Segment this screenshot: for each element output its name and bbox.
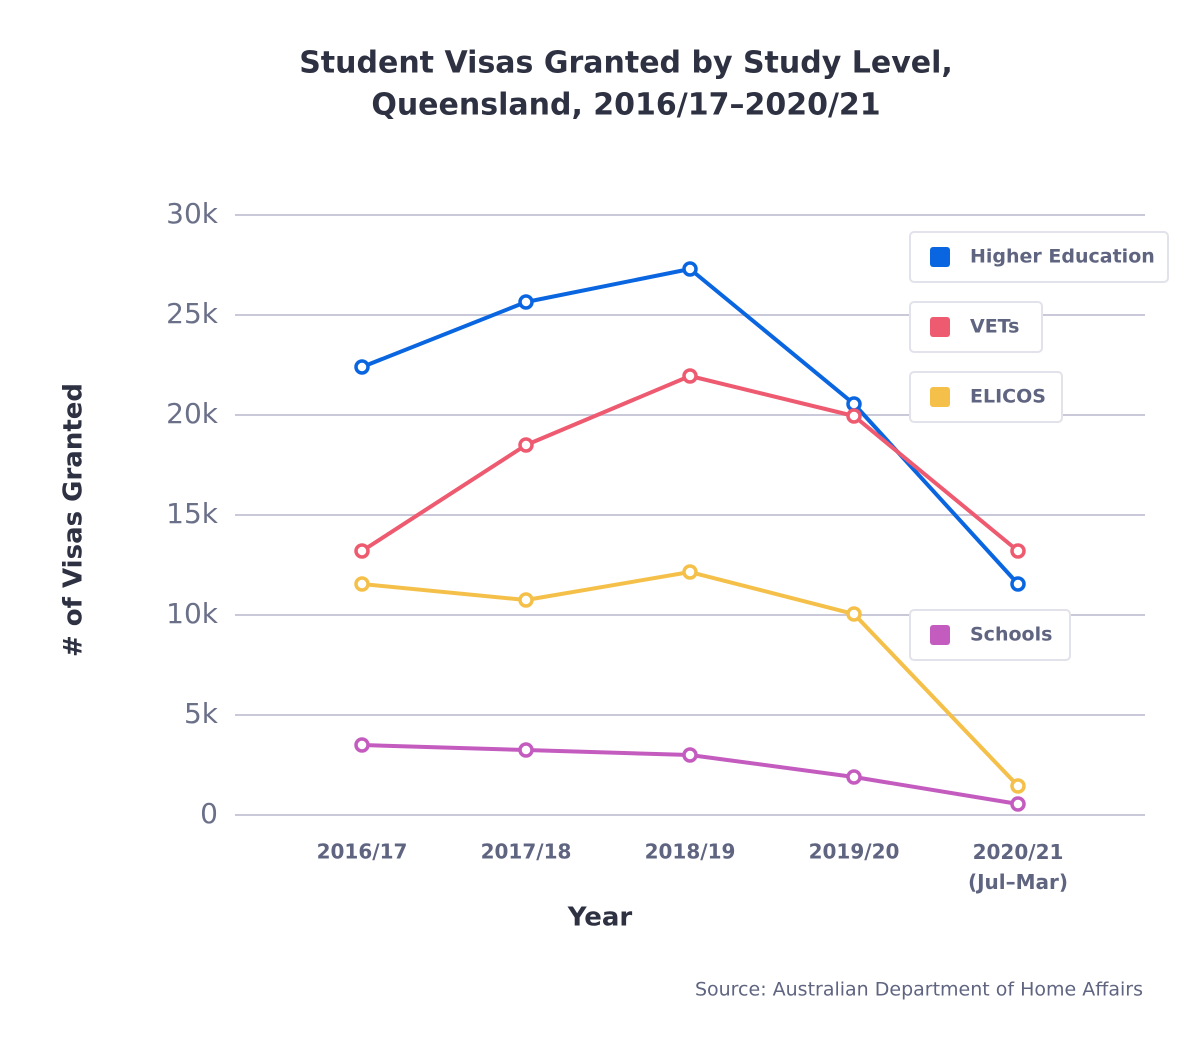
marker — [518, 592, 534, 608]
legend-label: VETs — [970, 316, 1019, 338]
marker — [846, 769, 862, 785]
marker — [682, 747, 698, 763]
marker — [354, 737, 370, 753]
legend-item: VETs — [909, 301, 1043, 353]
legend-box — [909, 371, 1063, 423]
legend-swatch — [930, 317, 950, 337]
marker — [682, 368, 698, 384]
y-tick-label: 25k — [166, 297, 219, 330]
x-tick-label: 2017/18 — [481, 840, 572, 864]
x-tick-label: 2019/20 — [809, 840, 900, 864]
legend-swatch — [930, 387, 950, 407]
y-tick-label: 30k — [166, 197, 219, 230]
legend-item: ELICOS — [909, 371, 1063, 423]
y-axis-label: # of Visas Granted — [59, 383, 89, 657]
marker — [354, 543, 370, 559]
legend-swatch — [930, 247, 950, 267]
legend-box — [909, 609, 1071, 661]
chart-title: Student Visas Granted by Study Level, — [299, 46, 953, 81]
legend-item: Higher Education — [909, 231, 1169, 283]
legend-label: Higher Education — [970, 246, 1155, 268]
marker — [1010, 796, 1026, 812]
marker — [354, 359, 370, 375]
marker — [682, 261, 698, 277]
source: Source: Australian Department of Home Af… — [695, 979, 1143, 1001]
marker — [1010, 778, 1026, 794]
y-tick-label: 20k — [166, 397, 219, 430]
marker — [518, 742, 534, 758]
x-tick-label: 2018/19 — [645, 840, 736, 864]
marker — [1010, 543, 1026, 559]
chart-subtitle: Queensland, 2016/17–2020/21 — [371, 88, 880, 123]
y-tick-label: 0 — [200, 797, 218, 830]
legend-label: ELICOS — [970, 386, 1046, 408]
legend-label: Schools — [970, 624, 1052, 646]
marker — [518, 294, 534, 310]
marker — [846, 606, 862, 622]
legend-item: Schools — [909, 609, 1071, 661]
x-tick-label: 2016/17 — [317, 840, 408, 864]
marker — [682, 564, 698, 580]
x-tick-label: 2020/21 (Jul–Mar) — [968, 840, 1068, 894]
legend-swatch — [930, 625, 950, 645]
y-tick-label: 15k — [166, 497, 219, 530]
marker — [354, 576, 370, 592]
marker — [846, 408, 862, 424]
x-axis-label: Year — [567, 903, 633, 933]
legend-box — [909, 301, 1043, 353]
marker — [846, 396, 862, 412]
y-tick-label: 10k — [166, 597, 219, 630]
y-tick-label: 5k — [184, 697, 219, 730]
marker — [1010, 576, 1026, 592]
legend-box — [909, 231, 1169, 283]
marker — [518, 437, 534, 453]
